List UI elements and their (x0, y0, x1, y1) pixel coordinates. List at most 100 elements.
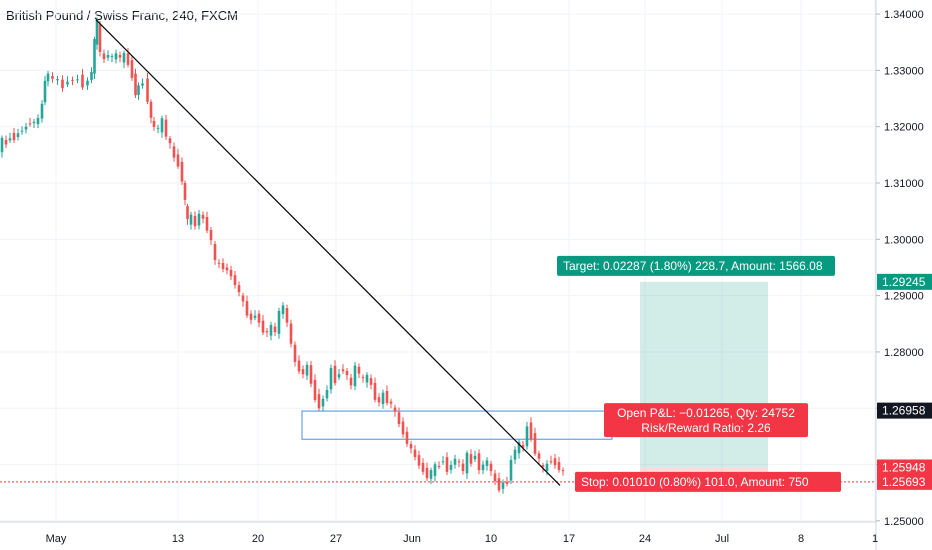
candle-body (505, 481, 509, 484)
candle-body (345, 370, 349, 376)
candle-body (12, 133, 16, 141)
candle-body (441, 461, 445, 463)
candle-body (465, 452, 469, 474)
candle-body (253, 315, 257, 318)
candle-body (541, 465, 545, 467)
candle-body (265, 331, 269, 333)
candle-body (333, 365, 337, 384)
candle-body (257, 313, 261, 323)
candle-body (95, 20, 99, 45)
candle-body (126, 53, 130, 65)
candle-body (445, 457, 449, 472)
candle-body (56, 79, 59, 81)
price-axis-label: 1.32000 (884, 122, 924, 134)
candle-body (285, 308, 289, 323)
open-pnl-text: Open P&L: −0.01265, Qty: 24752 (617, 406, 795, 420)
candle-body (137, 85, 140, 95)
candle-body (349, 377, 353, 386)
candle-body (477, 453, 481, 471)
candle-body (24, 126, 28, 130)
candle-body (325, 390, 329, 399)
candle-body (553, 458, 557, 466)
candle-body (61, 79, 64, 89)
candle-body (405, 431, 409, 444)
candle-body (189, 214, 193, 225)
candle-body (51, 76, 54, 79)
time-axis-label: 10 (485, 533, 497, 545)
stop-label-text: Stop: 0.01010 (0.80%) 101.0, Amount: 750 (581, 475, 809, 489)
candle-body (269, 324, 273, 336)
price-label-text: 1.29245 (882, 275, 926, 289)
candle-body (481, 464, 485, 471)
candle-body (106, 54, 110, 58)
candle-body (453, 458, 457, 465)
candle-body (449, 464, 453, 470)
candle-body (16, 133, 20, 137)
candle-body (365, 374, 369, 383)
price-axis-label: 1.34000 (884, 9, 924, 21)
candle-body (297, 360, 301, 372)
candle-body (429, 470, 433, 479)
candle-body (156, 127, 160, 129)
candle-body (20, 130, 24, 132)
candle-body (43, 80, 47, 103)
candle-body (32, 121, 36, 124)
candle-body (437, 465, 441, 467)
candle-body (233, 275, 237, 286)
candle-body (381, 392, 385, 405)
candle-body (473, 455, 477, 460)
trend-line[interactable] (95, 19, 561, 486)
time-axis-label: 17 (563, 533, 575, 545)
candle-body (146, 78, 149, 102)
candle-body (357, 366, 361, 374)
candle-body (377, 397, 381, 403)
candle-body (417, 455, 421, 466)
candle-body (225, 267, 229, 271)
candle-body (197, 213, 201, 226)
candle-body (385, 390, 389, 404)
candle-body (425, 467, 429, 479)
time-axis-label: 13 (172, 533, 184, 545)
candle-body (110, 56, 114, 58)
candle-body (149, 101, 153, 118)
candle-body (457, 461, 461, 463)
target-zone (640, 281, 768, 468)
candle-body (176, 154, 180, 167)
time-axis-label: 24 (639, 533, 651, 545)
candle-body (0, 137, 4, 153)
price-label-badge (877, 273, 932, 290)
candle-body (81, 74, 84, 88)
candle-body (497, 478, 501, 491)
range-rectangle[interactable] (301, 410, 613, 440)
candle-body (114, 53, 118, 60)
candle-body (537, 453, 541, 459)
time-axis-label: May (46, 533, 67, 545)
candle-body (561, 470, 565, 472)
candle-body (281, 305, 285, 315)
time-axis-label: 1 (872, 533, 878, 545)
candle-body (341, 369, 345, 372)
candle-body (28, 123, 32, 125)
candle-body (321, 398, 325, 407)
candle-body (489, 463, 493, 472)
open-pnl-box (604, 403, 808, 438)
candle-body (501, 482, 505, 489)
candle-body (549, 461, 553, 463)
candle-body (93, 39, 96, 74)
candle-body (180, 161, 184, 182)
candle-body (152, 120, 156, 127)
time-axis-label: Jun (403, 533, 421, 545)
time-axis-label: 20 (252, 533, 264, 545)
target-label-text: Target: 0.02287 (1.80%) 228.7, Amount: 1… (563, 259, 823, 273)
candle-body (421, 462, 425, 472)
price-axis-label: 1.28000 (884, 347, 924, 359)
candle-body (168, 138, 172, 144)
candle-body (409, 444, 413, 449)
target-label-box (557, 255, 835, 276)
candle-body (141, 83, 144, 86)
candle-body (461, 463, 465, 472)
candle-body (205, 216, 209, 231)
price-label-text: 1.25693 (882, 475, 926, 489)
candle-body (493, 473, 497, 482)
